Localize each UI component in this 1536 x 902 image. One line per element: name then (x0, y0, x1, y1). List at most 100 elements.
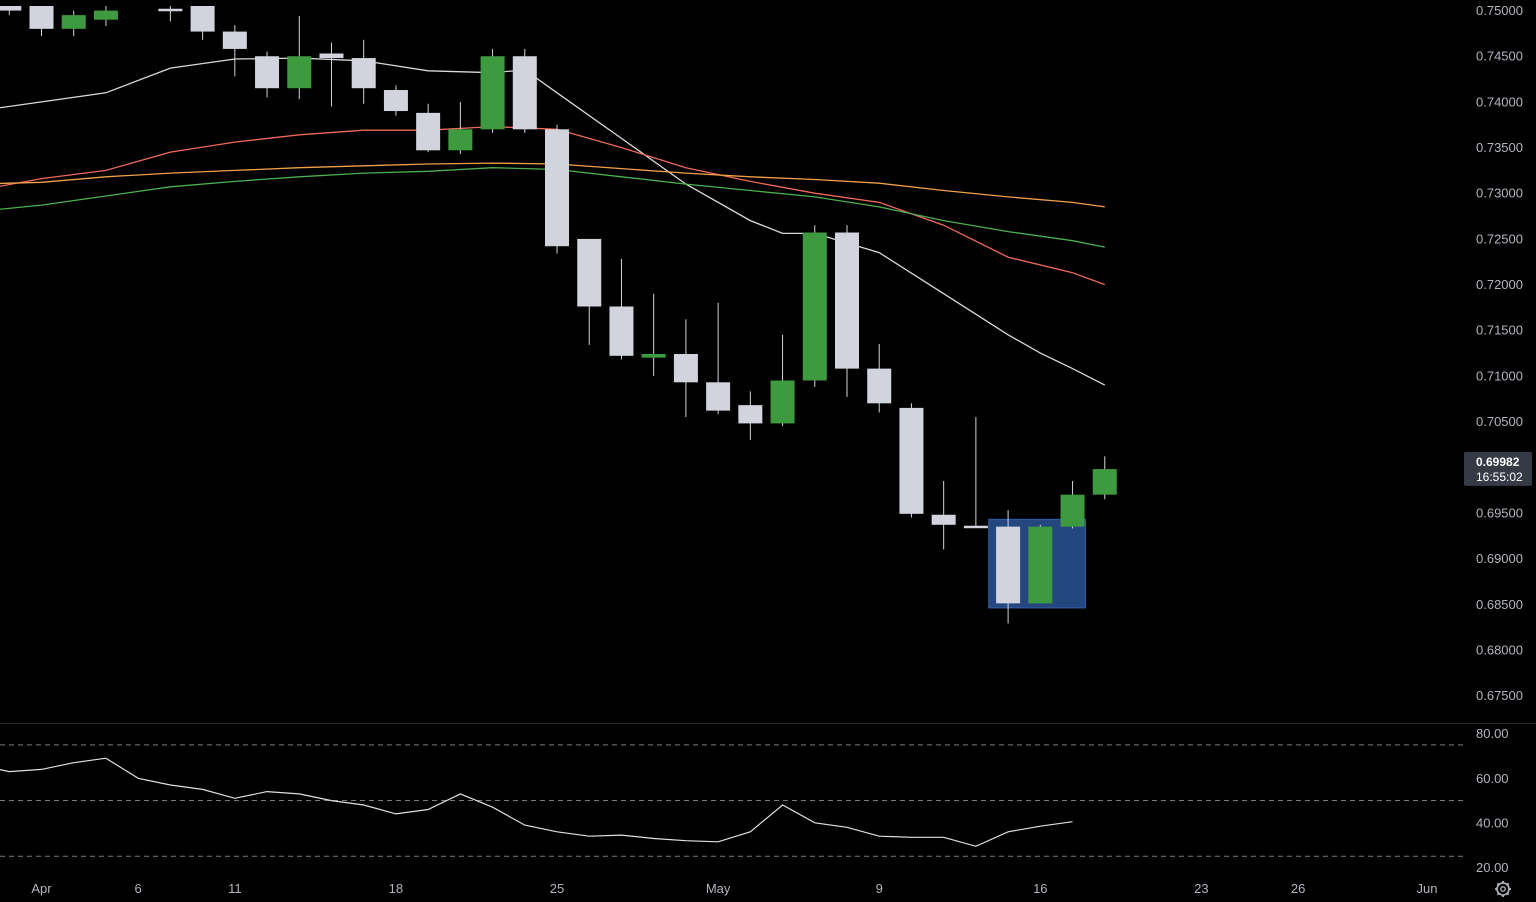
oscillator-axis[interactable]: 80.00 60.00 40.00 20.00 (1476, 726, 1509, 875)
candle-body (802, 232, 827, 381)
candle[interactable] (835, 225, 859, 397)
time-tick-label: Apr (31, 881, 52, 896)
candle-body (448, 129, 473, 151)
candle[interactable] (738, 391, 763, 440)
candle[interactable] (1092, 456, 1117, 500)
candle-body (931, 514, 956, 525)
candle-body (996, 526, 1021, 604)
candle[interactable] (351, 39, 376, 104)
price-tick-label: 0.67500 (1476, 688, 1523, 703)
candle[interactable] (190, 6, 215, 40)
candle[interactable] (963, 417, 988, 529)
candle[interactable] (383, 85, 408, 116)
time-tick-label: 6 (135, 881, 142, 896)
candle-body (545, 129, 570, 247)
candle-body (609, 306, 634, 356)
candle[interactable] (93, 6, 118, 27)
candle[interactable] (319, 42, 344, 107)
candle[interactable] (899, 403, 924, 518)
time-tick-label: 18 (389, 881, 403, 896)
price-tick-label: 0.74000 (1476, 94, 1523, 109)
candle[interactable] (29, 6, 54, 37)
oscillator-tick-label: 20.00 (1476, 860, 1509, 875)
candle[interactable] (1028, 524, 1053, 604)
gear-tooth (1506, 882, 1510, 886)
candle-body (1060, 494, 1085, 527)
oscillator-tick-label: 80.00 (1476, 726, 1509, 741)
oscillator-line[interactable] (0, 757, 1073, 847)
candle-body (577, 238, 602, 307)
price-tick-label: 0.70500 (1476, 414, 1523, 429)
price-tick-label: 0.75000 (1476, 3, 1523, 18)
gear-tooth (1496, 892, 1500, 896)
price-badge-bg (1464, 451, 1532, 486)
price-badge-countdown: 16:55:02 (1476, 470, 1523, 484)
candle[interactable] (1060, 480, 1085, 529)
gear-hub (1500, 886, 1506, 892)
candle-body (255, 56, 280, 89)
candle[interactable] (577, 238, 602, 345)
candle-body (61, 15, 86, 29)
gear-teeth (1495, 881, 1511, 897)
candle[interactable] (770, 334, 795, 427)
candles[interactable] (0, 6, 1117, 624)
candle-body (319, 53, 344, 59)
current-price-badge: 0.69982 16:55:02 (1464, 451, 1532, 486)
candle[interactable] (545, 124, 570, 254)
time-tick-label: 16 (1033, 881, 1047, 896)
price-tick-label: 0.73500 (1476, 140, 1523, 155)
candle[interactable] (287, 16, 312, 100)
time-axis[interactable]: Apr 6 11 18 25 May 9 16 23 26 Jun (31, 881, 1437, 896)
moving-average-line-1[interactable] (0, 57, 1106, 386)
candle[interactable] (609, 259, 634, 360)
candle[interactable] (448, 101, 473, 154)
candle[interactable] (512, 48, 537, 133)
gear-tooth (1506, 892, 1510, 896)
time-tick-label: May (706, 881, 731, 896)
candle-body (29, 6, 54, 29)
candle[interactable] (996, 510, 1021, 624)
candle[interactable] (0, 6, 22, 16)
candle-body (158, 8, 183, 12)
candle[interactable] (802, 225, 827, 387)
price-axis[interactable]: 0.75000 0.74500 0.74000 0.73500 0.73000 0.725… (1476, 3, 1523, 703)
candle[interactable] (255, 51, 280, 98)
candle-body (738, 405, 763, 424)
time-tick-label: 26 (1291, 881, 1305, 896)
candle-body (512, 56, 537, 130)
price-tick-label: 0.71000 (1476, 368, 1523, 383)
settings-gear-icon[interactable] (1495, 881, 1511, 897)
candle[interactable] (158, 6, 183, 22)
candle[interactable] (480, 48, 505, 133)
candle-body (190, 6, 215, 32)
candle-body (480, 56, 505, 130)
oscillator-tick-label: 60.00 (1476, 771, 1509, 786)
price-tick-label: 0.68500 (1476, 597, 1523, 612)
candle-body (383, 90, 408, 112)
oscillator-pane (0, 744, 1464, 857)
candle[interactable] (706, 302, 731, 415)
candle[interactable] (867, 343, 892, 413)
candle-body (222, 31, 247, 49)
candle-body (1092, 469, 1117, 495)
candle[interactable] (61, 10, 86, 37)
candle-body (0, 6, 22, 11)
candle[interactable] (641, 293, 666, 376)
gear-tooth (1496, 882, 1500, 886)
candle[interactable] (416, 103, 441, 153)
price-badge-value: 0.69982 (1476, 455, 1520, 469)
candle-body (867, 368, 892, 404)
candle[interactable] (222, 25, 247, 77)
time-tick-label: 9 (876, 881, 883, 896)
time-tick-label: 25 (550, 881, 564, 896)
candle-body (641, 353, 666, 358)
oscillator-tick-label: 40.00 (1476, 815, 1509, 830)
candle[interactable] (673, 319, 698, 418)
candle-body (93, 10, 118, 20)
price-tick-label: 0.74500 (1476, 49, 1523, 64)
candle-body (899, 407, 924, 514)
candle-body (706, 382, 731, 411)
candle[interactable] (931, 480, 956, 550)
